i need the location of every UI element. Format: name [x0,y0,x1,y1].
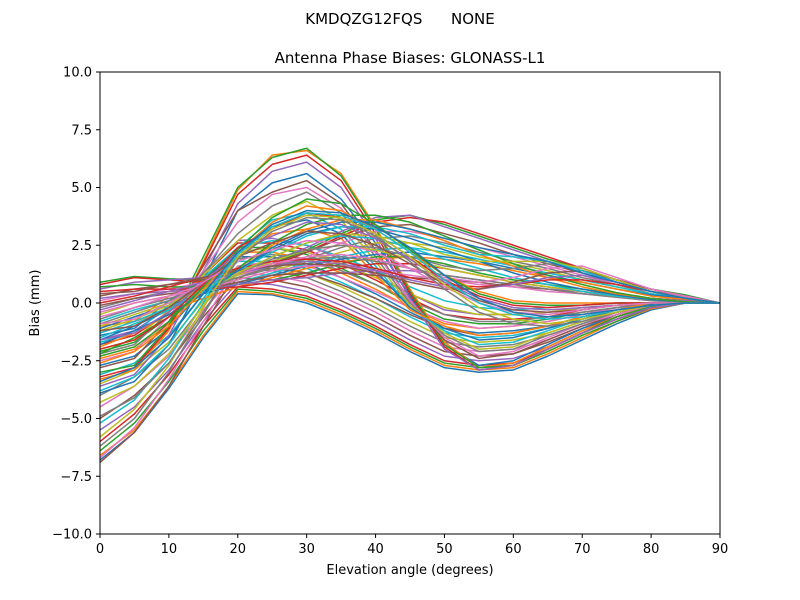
x-tick-label: 30 [298,542,315,557]
y-tick-label: 2.5 [71,239,92,254]
series-line-1 [99,293,720,461]
x-tick-label: 0 [96,542,104,557]
series-line-27 [99,186,720,362]
y-tick-label: −5.0 [60,412,92,427]
y-tick-label: −7.5 [60,470,92,485]
series-line-71 [99,209,720,383]
series-line-69 [99,214,720,404]
y-axis-label: Bias (mm) [28,270,43,337]
y-tick-label: 7.5 [71,123,92,138]
series-line-67 [99,239,720,325]
y-tick-label: −10.0 [52,528,92,543]
x-tick-label: 70 [574,542,591,557]
y-tick-label: 0.0 [71,297,92,312]
y-tick-label: 5.0 [71,181,92,196]
series-layer [99,147,721,463]
chart-title: Antenna Phase Biases: GLONASS-L1 [275,49,546,67]
series-line-3 [99,288,720,452]
x-axis-label: Elevation angle (degrees) [326,563,493,578]
x-axis: 0 10 20 30 40 50 60 70 80 90 [96,534,728,557]
y-tick-label: −2.5 [60,354,92,369]
x-tick-label: 60 [505,542,522,557]
series-line-23 [99,147,720,374]
x-tick-label: 90 [712,542,729,557]
y-axis: −10.0 −7.5 −5.0 −2.5 0.0 2.5 5.0 7.5 10.0 [52,66,100,543]
x-tick-label: 20 [230,542,247,557]
x-tick-label: 40 [367,542,384,557]
x-tick-label: 80 [643,542,660,557]
x-tick-label: 50 [436,542,453,557]
chart-suptitle: KMDQZG12FQS NONE [305,10,494,28]
x-tick-label: 10 [161,542,178,557]
y-tick-label: 10.0 [63,66,92,81]
